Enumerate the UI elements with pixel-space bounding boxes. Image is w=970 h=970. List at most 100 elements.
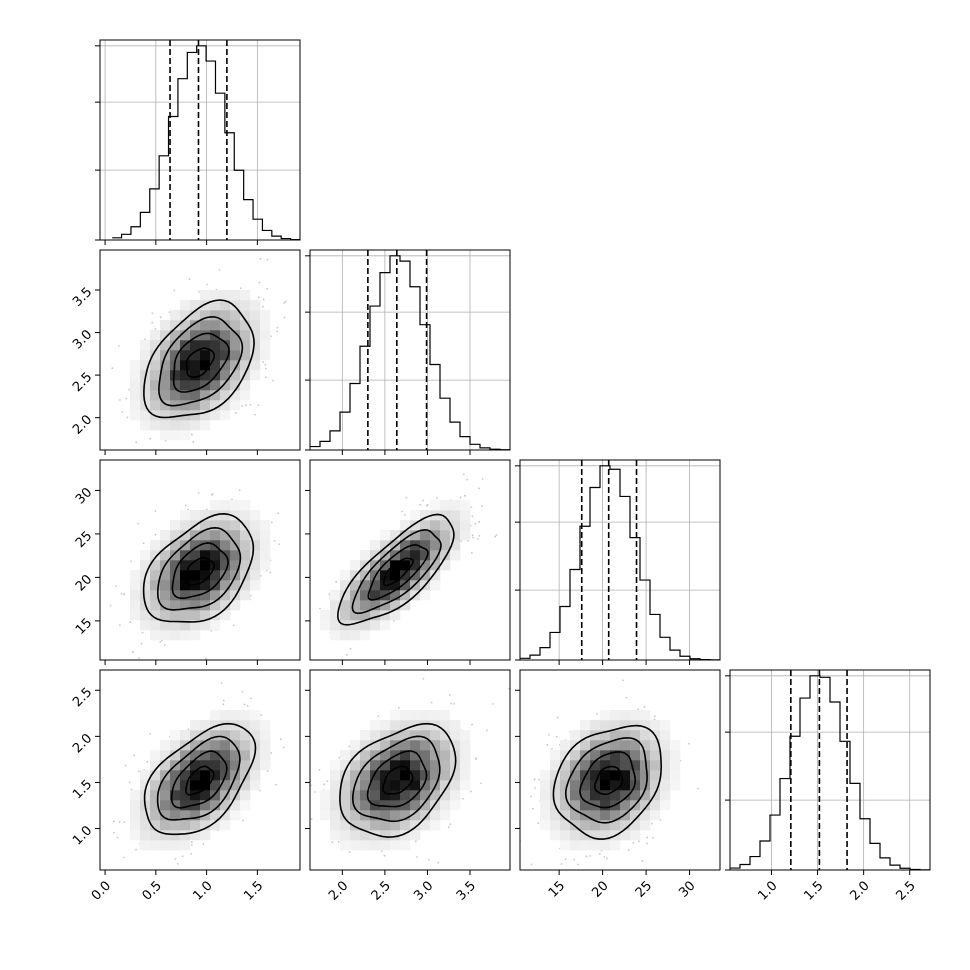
x-tick-label: 1.5: [801, 878, 826, 903]
density-cell: [630, 760, 641, 771]
scatter-point: [426, 504, 428, 507]
contour-level-3: [351, 529, 442, 615]
density-cell: [140, 610, 151, 621]
density-cell: [150, 590, 161, 601]
contour-level-3: [157, 526, 242, 611]
density-cell: [460, 750, 471, 761]
density-cell: [210, 340, 221, 351]
density-cell: [400, 540, 411, 551]
density-cell: [340, 580, 351, 591]
scatter-point: [284, 300, 287, 303]
density-cell: [200, 400, 211, 411]
density-cell: [230, 290, 241, 301]
density-cell: [390, 730, 401, 741]
density-cell: [600, 810, 611, 821]
density-cell: [210, 740, 221, 751]
density-cell: [420, 740, 431, 751]
density-cell: [400, 560, 411, 571]
density-cell: [450, 550, 461, 561]
density-cell: [200, 830, 211, 841]
x-tick-label: 1.5: [241, 878, 266, 903]
density-cell: [400, 800, 411, 811]
density-cell: [210, 570, 221, 581]
contour-level-3: [351, 735, 441, 823]
density-cell: [370, 740, 381, 751]
density-cell: [390, 790, 401, 801]
density-cell: [580, 740, 591, 751]
density-cell: [420, 720, 431, 731]
scatter-point: [419, 503, 422, 506]
density-cell: [380, 820, 391, 831]
scatter-point: [308, 608, 310, 610]
density-cell: [620, 830, 631, 841]
density-cell: [340, 590, 351, 601]
scatter-point: [135, 441, 138, 444]
scatter-point: [151, 321, 154, 324]
histogram-bars-3: [520, 465, 720, 661]
density-cell: [200, 300, 211, 311]
density-cell: [190, 610, 201, 621]
scatter-point: [272, 379, 275, 382]
density-cell: [160, 330, 171, 341]
contour-level-4: [336, 513, 455, 626]
density-cell: [570, 800, 581, 811]
density-cell: [190, 730, 201, 741]
density-cell: [220, 290, 231, 301]
scatter-point: [646, 836, 649, 839]
density-cell: [590, 740, 601, 751]
scatter-point: [118, 624, 121, 627]
density-cell: [240, 540, 251, 551]
scatter-point: [470, 790, 472, 793]
density-cell: [640, 760, 651, 771]
scatter-point: [478, 487, 480, 490]
histogram-bars-2: [310, 255, 510, 451]
density-cell: [390, 810, 401, 821]
density-cell: [170, 560, 181, 571]
density-cell: [240, 800, 251, 811]
density-cell: [210, 780, 221, 791]
density-cell: [360, 610, 371, 621]
density-cell: [190, 790, 201, 801]
scatter-point: [485, 729, 488, 732]
scatter-point: [266, 258, 269, 261]
density-cell: [380, 610, 391, 621]
density-cell: [370, 780, 381, 791]
scatter-point: [697, 787, 699, 790]
density-cell: [160, 360, 171, 371]
density-cell: [630, 740, 641, 751]
scatter-point: [447, 826, 450, 828]
density-cell: [210, 350, 221, 361]
density-cell: [390, 540, 401, 551]
scatter-point: [130, 560, 132, 563]
scatter-point: [202, 843, 205, 845]
density-cell: [460, 510, 471, 521]
scatter-point: [277, 512, 279, 515]
density-cell: [260, 730, 271, 741]
density-cell: [240, 550, 251, 561]
scatter-point: [124, 764, 127, 767]
density-cell: [650, 780, 661, 791]
density-cell: [440, 720, 451, 731]
density-content: [520, 679, 699, 866]
density-cell: [670, 740, 681, 751]
density-cell: [380, 730, 391, 741]
scatter-point: [275, 783, 277, 786]
density-cell: [610, 840, 621, 851]
density-cell: [220, 720, 231, 731]
scatter-point: [470, 552, 473, 554]
density-cell: [460, 530, 471, 541]
scatter-point: [197, 492, 200, 494]
density-cell: [420, 570, 431, 581]
density-cell: [230, 310, 241, 321]
density-cell: [240, 740, 251, 751]
density-cell: [190, 420, 201, 431]
density-cell: [330, 600, 341, 611]
scatter-point: [550, 747, 553, 750]
density-cell: [660, 790, 671, 801]
density-cell: [570, 790, 581, 801]
scatter-point: [259, 257, 262, 260]
density-cell: [360, 730, 371, 741]
density-cell: [130, 800, 141, 811]
density-cell: [660, 800, 671, 811]
scatter-point: [222, 703, 225, 706]
